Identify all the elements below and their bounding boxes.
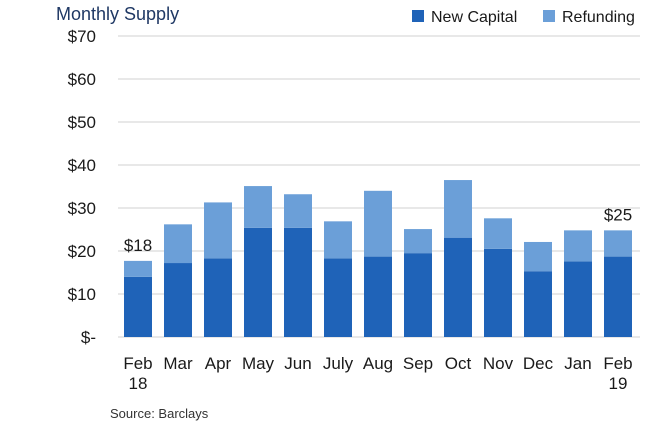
data-labels: $18 $25 [124,205,632,255]
bar-new-capital [564,261,592,337]
x-tick-label: Apr [205,354,232,373]
bar-refunding [284,194,312,228]
bar-refunding [244,186,272,228]
bar-new-capital [444,237,472,337]
bar-refunding [164,224,192,264]
bar-new-capital [324,258,352,337]
legend-swatch [543,10,555,22]
bar-refunding [204,202,232,259]
y-tick-label: $20 [68,242,96,261]
bar-new-capital [164,263,192,337]
data-label: $25 [604,205,632,224]
chart-title: Monthly Supply [56,4,179,24]
y-tick-label: $30 [68,199,96,218]
legend: New Capital Refunding [412,9,635,26]
x-tick-label: Jan [564,354,591,373]
x-tick-label: Mar [163,354,193,373]
y-tick-label: $70 [68,27,96,46]
y-axis-ticks: $- $10 $20 $30 $40 $50 $60 $70 [68,27,96,347]
y-tick-label: $60 [68,70,96,89]
bar-new-capital [244,227,272,337]
source-note: Source: Barclays [110,406,209,421]
x-tick-label: 19 [609,374,628,393]
bar-refunding [444,180,472,238]
y-tick-label: $- [81,328,96,347]
bar-refunding [524,241,552,272]
bars [124,180,632,337]
bar-new-capital [364,256,392,337]
x-tick-label: Aug [363,354,393,373]
bar-new-capital [524,271,552,337]
x-tick-label: Nov [483,354,514,373]
y-tick-label: $10 [68,285,96,304]
bar-refunding [324,221,352,259]
bar-refunding [604,230,632,257]
bar-new-capital [124,276,152,337]
bar-refunding [364,190,392,257]
bar-new-capital [404,253,432,337]
x-tick-label: Oct [445,354,472,373]
legend-swatch [412,10,424,22]
x-tick-label: Dec [523,354,554,373]
data-label: $18 [124,236,152,255]
x-tick-label: Jun [284,354,311,373]
y-tick-label: $40 [68,156,96,175]
bar-new-capital [204,258,232,337]
bar-refunding [124,260,152,277]
x-tick-label: May [242,354,275,373]
bar-refunding [484,218,512,249]
y-tick-label: $50 [68,113,96,132]
bar-new-capital [284,227,312,337]
legend-label: Refunding [562,9,635,26]
bar-new-capital [484,248,512,337]
bar-refunding [404,229,432,254]
bar-new-capital [604,256,632,337]
x-tick-label: July [323,354,354,373]
x-tick-label: Sep [403,354,433,373]
x-tick-label: 18 [129,374,148,393]
bar-refunding [564,230,592,262]
x-tick-label: Feb [603,354,632,373]
legend-label: New Capital [431,9,517,26]
x-tick-label: Feb [123,354,152,373]
